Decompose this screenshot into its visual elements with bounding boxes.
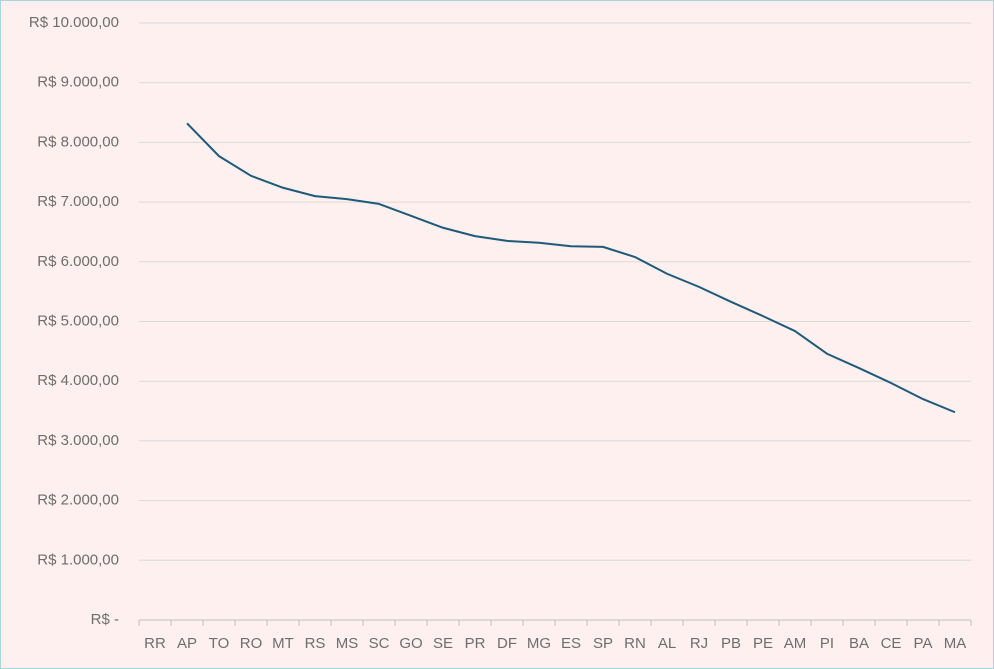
x-tick-label: SE bbox=[433, 635, 453, 652]
x-tick-label: PR bbox=[465, 635, 486, 652]
x-tick-label: AP bbox=[177, 635, 197, 652]
x-tick-label: PI bbox=[820, 635, 834, 652]
x-tick-label: ES bbox=[561, 635, 581, 652]
x-tick-label: PB bbox=[721, 635, 741, 652]
y-tick-label: R$ 2.000,00 bbox=[37, 492, 119, 509]
y-tick-label: R$ 5.000,00 bbox=[37, 312, 119, 329]
y-tick-label: R$ 1.000,00 bbox=[37, 551, 119, 568]
x-tick-label: RJ bbox=[690, 635, 708, 652]
x-tick-label: RN bbox=[624, 635, 646, 652]
y-tick-label: R$ 10.000,00 bbox=[29, 14, 119, 31]
y-tick-label: R$ 6.000,00 bbox=[37, 253, 119, 270]
line-series bbox=[186, 122, 956, 414]
y-tick-label: R$ - bbox=[91, 611, 119, 628]
x-tick-label: RO bbox=[240, 635, 263, 652]
x-tick-label: TO bbox=[209, 635, 230, 652]
y-tick-label: R$ 3.000,00 bbox=[37, 432, 119, 449]
x-tick-label: RS bbox=[305, 635, 326, 652]
y-tick-label: R$ 8.000,00 bbox=[37, 133, 119, 150]
x-tick-label: CE bbox=[881, 635, 902, 652]
x-tick-label: RR bbox=[144, 635, 166, 652]
x-tick-label: MG bbox=[527, 635, 551, 652]
x-tick-label: AL bbox=[658, 635, 676, 652]
x-tick-label: MS bbox=[336, 635, 359, 652]
y-tick-label: R$ 7.000,00 bbox=[37, 193, 119, 210]
x-tick-label: MA bbox=[944, 635, 967, 652]
x-tick-label: GO bbox=[399, 635, 422, 652]
x-tick-label: SP bbox=[593, 635, 613, 652]
x-tick-label: AM bbox=[784, 635, 807, 652]
y-tick-label: R$ 4.000,00 bbox=[37, 372, 119, 389]
x-tick-label: SC bbox=[369, 635, 390, 652]
x-tick-label: MT bbox=[272, 635, 294, 652]
x-tick-label: BA bbox=[849, 635, 869, 652]
x-tick-label: DF bbox=[497, 635, 517, 652]
y-tick-label: R$ 9.000,00 bbox=[37, 74, 119, 91]
x-tick-label: PE bbox=[753, 635, 773, 652]
x-tick-label: PA bbox=[914, 635, 933, 652]
